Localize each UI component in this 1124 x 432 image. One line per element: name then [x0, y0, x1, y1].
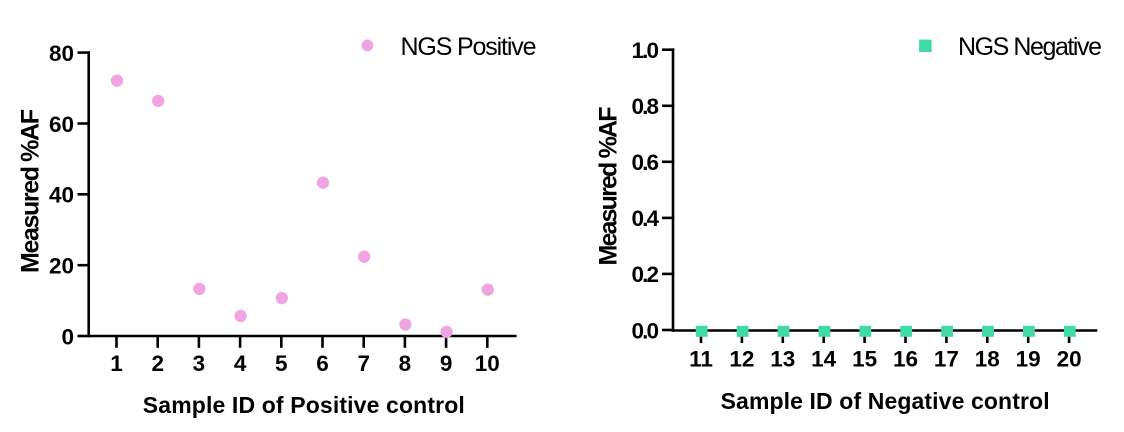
svg-text:10: 10	[475, 351, 500, 376]
svg-text:14: 14	[811, 346, 837, 371]
svg-text:4: 4	[234, 351, 247, 376]
svg-text:0.4: 0.4	[632, 206, 660, 231]
svg-text:16: 16	[893, 346, 918, 371]
svg-text:Sample ID of Negative control: Sample ID of Negative control	[721, 388, 1050, 414]
svg-text:Measured %AF: Measured %AF	[17, 109, 45, 273]
svg-text:12: 12	[729, 346, 754, 371]
svg-text:19: 19	[1016, 346, 1041, 371]
svg-text:NGS Positive: NGS Positive	[401, 33, 537, 61]
svg-text:13: 13	[770, 346, 795, 371]
svg-text:9: 9	[440, 351, 453, 376]
svg-text:0.2: 0.2	[632, 262, 660, 287]
svg-text:40: 40	[49, 183, 74, 208]
svg-text:17: 17	[934, 346, 959, 371]
svg-text:80: 80	[49, 41, 74, 66]
svg-text:0.8: 0.8	[632, 94, 660, 119]
svg-text:3: 3	[193, 351, 206, 376]
svg-text:7: 7	[357, 351, 370, 376]
svg-text:NGS Negative: NGS Negative	[958, 33, 1102, 61]
svg-text:8: 8	[399, 351, 412, 376]
svg-text:Sample ID of Positive control: Sample ID of Positive control	[143, 392, 465, 418]
svg-text:0.0: 0.0	[632, 318, 660, 343]
svg-text:0.6: 0.6	[632, 150, 660, 175]
svg-text:2: 2	[151, 351, 164, 376]
svg-text:11: 11	[689, 346, 713, 371]
svg-text:15: 15	[852, 346, 877, 371]
svg-text:5: 5	[275, 351, 288, 376]
svg-text:6: 6	[316, 351, 329, 376]
svg-text:20: 20	[1057, 346, 1082, 371]
svg-text:Measured %AF: Measured %AF	[595, 107, 623, 266]
svg-text:1.0: 1.0	[632, 38, 660, 63]
svg-text:60: 60	[49, 112, 74, 137]
svg-text:1: 1	[110, 351, 123, 376]
svg-text:0: 0	[61, 324, 74, 349]
svg-text:18: 18	[975, 346, 1000, 371]
svg-text:20: 20	[49, 254, 74, 279]
